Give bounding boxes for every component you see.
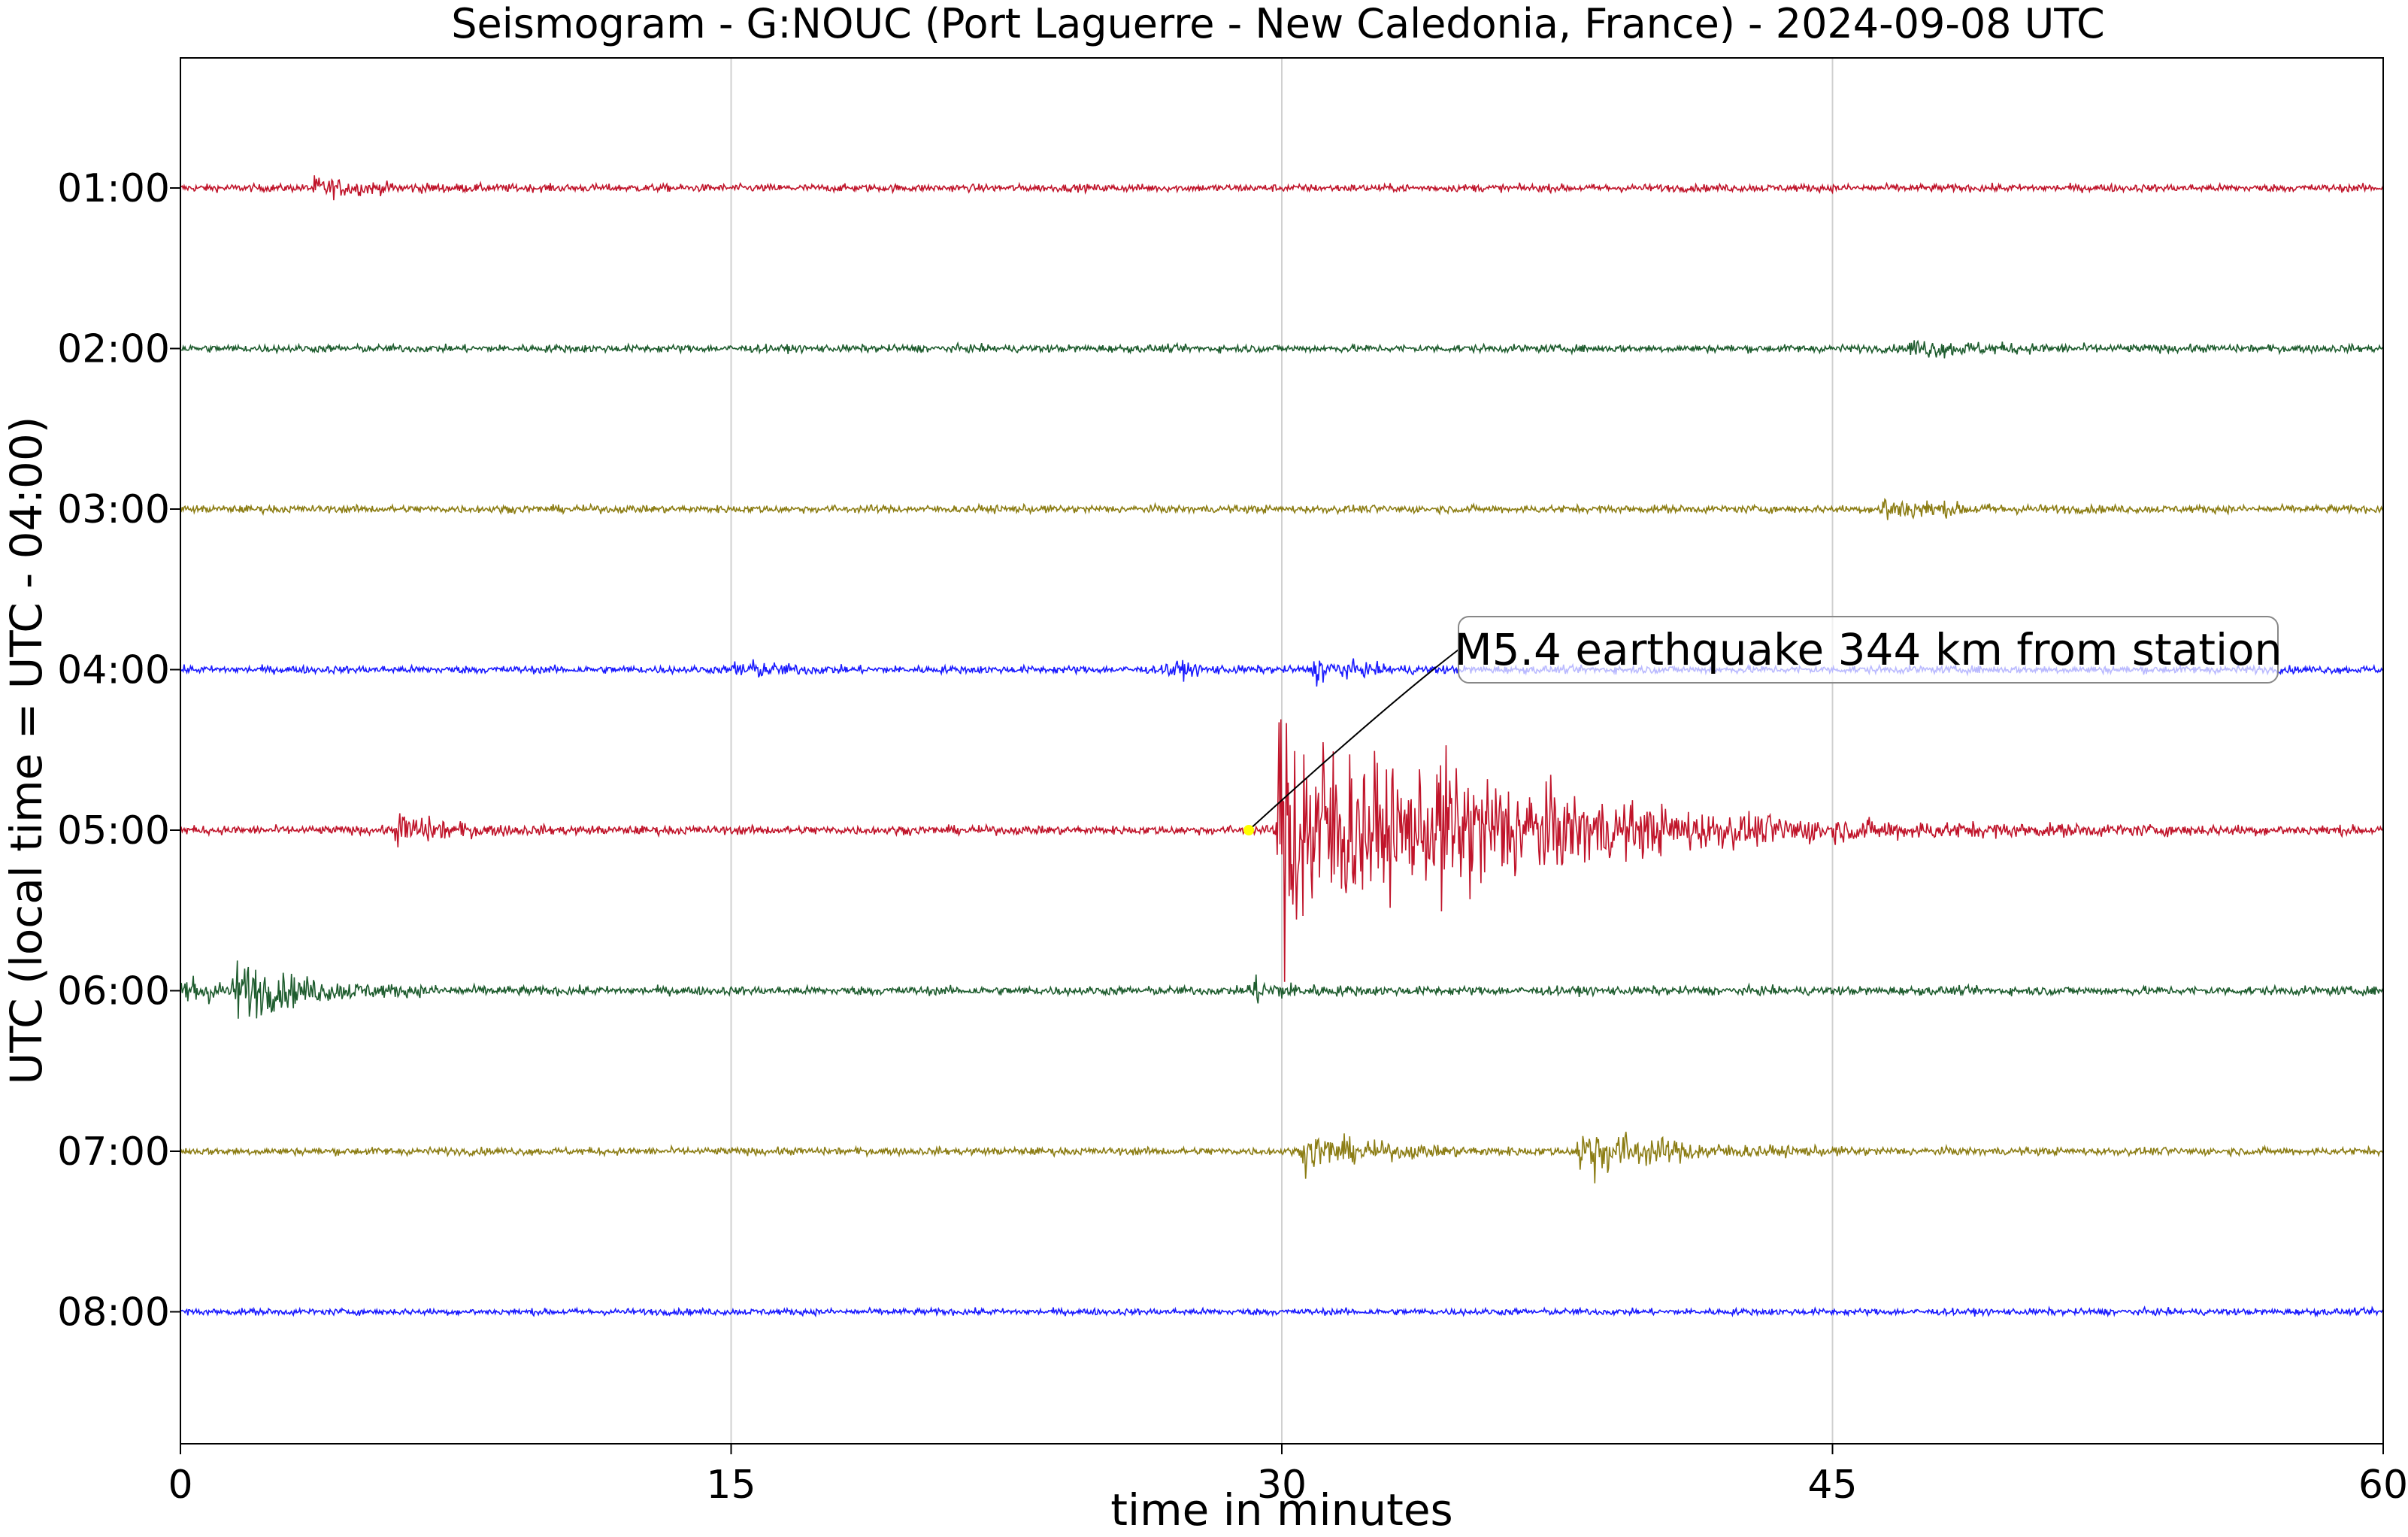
trace-0200 xyxy=(180,339,2384,359)
y-tick-label: 02:00 xyxy=(57,327,170,372)
annotation-text: M5.4 earthquake 344 km from station xyxy=(1455,624,2282,675)
y-axis-ticks: 01:00 02:00 03:00 04:00 05:00 06:00 07:00 08:00 xyxy=(57,166,180,1335)
annotation-group: M5.4 earthquake 344 km from station xyxy=(1243,616,2282,835)
x-tick-label: 60 xyxy=(2358,1463,2408,1508)
x-tick-label: 30 xyxy=(1257,1463,1307,1508)
seismic-traces xyxy=(180,175,2384,1318)
y-tick-label: 03:00 xyxy=(57,487,170,532)
event-marker xyxy=(1243,825,1255,835)
trace-0300 xyxy=(180,497,2384,520)
grid-lines xyxy=(730,58,1834,1444)
y-tick-label: 08:00 xyxy=(57,1290,170,1335)
x-axis-ticks: 0 15 30 45 60 xyxy=(168,1444,2408,1508)
trace-0800 xyxy=(180,1305,2384,1318)
trace-0600 xyxy=(180,960,2384,1019)
trace-0500 xyxy=(180,719,2384,982)
y-tick-label: 07:00 xyxy=(57,1129,170,1175)
trace-0700 xyxy=(180,1132,2384,1184)
y-tick-label: 05:00 xyxy=(57,808,170,853)
annotation-box xyxy=(1458,616,2279,684)
annotation-arrow xyxy=(1248,649,1459,831)
chart-title: Seismogram - G:NOUC (Port Laguerre - New… xyxy=(451,0,2105,47)
x-axis-label: time in minutes xyxy=(1110,1484,1453,1535)
x-tick-label: 15 xyxy=(706,1463,756,1508)
x-tick-label: 0 xyxy=(168,1463,192,1508)
y-tick-label: 01:00 xyxy=(57,166,170,211)
y-axis-label: UTC (local time = UTC - 04:00) xyxy=(1,417,52,1085)
trace-0100 xyxy=(180,175,2384,201)
y-tick-label: 06:00 xyxy=(57,969,170,1014)
y-tick-label: 04:00 xyxy=(57,648,170,693)
x-tick-label: 45 xyxy=(1807,1463,1857,1508)
